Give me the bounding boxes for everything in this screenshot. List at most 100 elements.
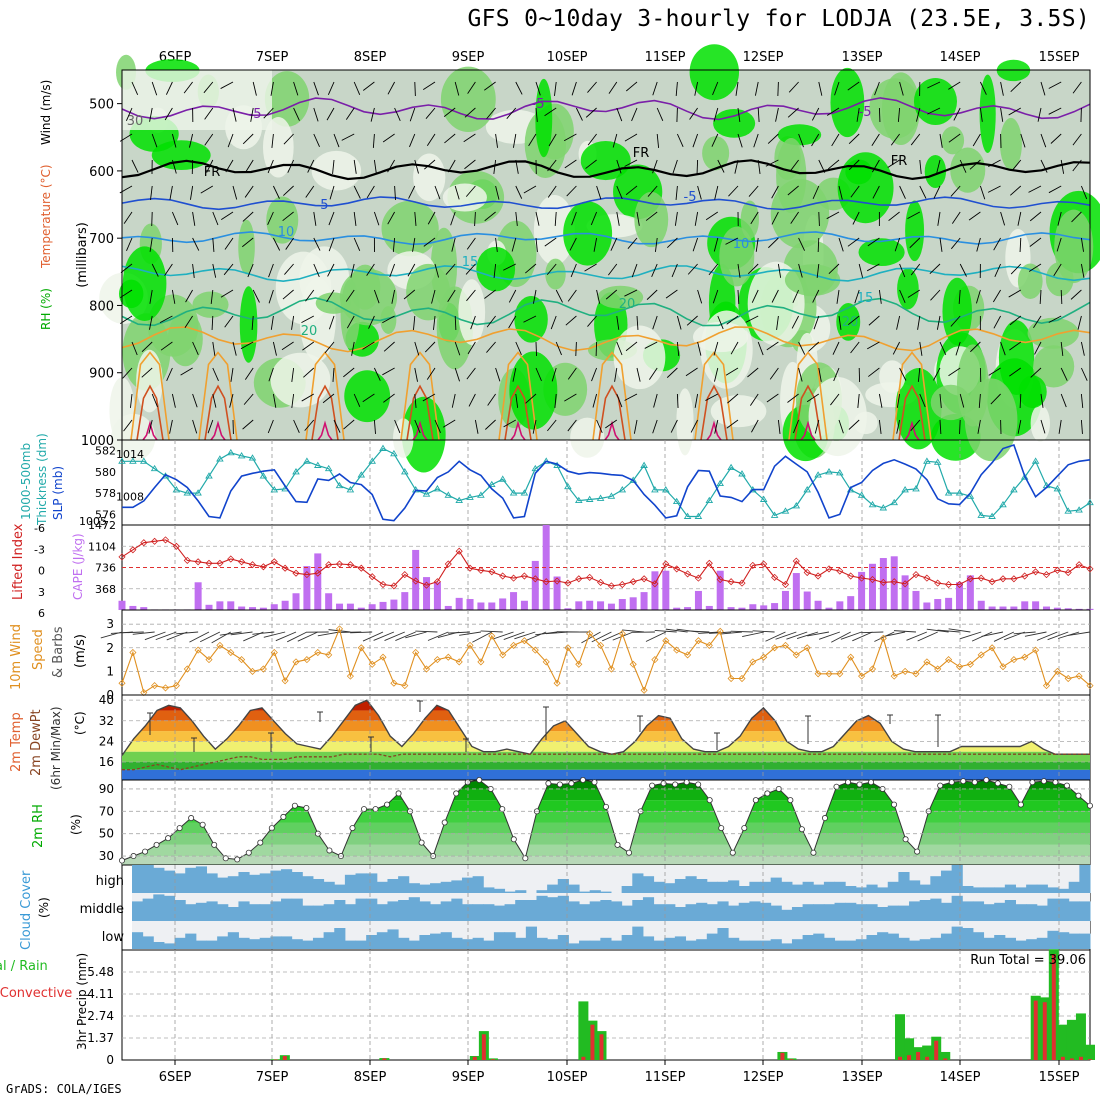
cloud-bar — [813, 933, 825, 949]
wind-barb — [1020, 133, 1026, 148]
wind-barb — [645, 631, 667, 642]
wind-barb — [284, 263, 294, 275]
cloud-bar — [696, 879, 708, 893]
wind-barb — [906, 631, 928, 641]
li-point — [705, 559, 713, 567]
wind-barb — [569, 237, 577, 251]
cape-bar — [694, 590, 702, 610]
wind-barb — [252, 631, 275, 635]
wind-barb — [893, 630, 917, 633]
wind-barb — [656, 107, 664, 122]
thickness-point — [836, 469, 844, 476]
wind-barb — [373, 289, 380, 304]
rh-shade — [913, 77, 957, 126]
cloud-bar — [940, 870, 953, 893]
cloud-bar — [430, 904, 442, 921]
cape-bar — [901, 575, 909, 610]
wind-barb — [282, 289, 294, 300]
wind-barb — [268, 289, 274, 304]
wind-barb — [622, 629, 645, 633]
wind-barb — [607, 263, 618, 276]
wind-barb — [373, 159, 377, 174]
thickness-point — [205, 472, 213, 479]
rh-shade — [535, 78, 553, 158]
wind-barb — [431, 289, 436, 304]
wind-barb — [353, 159, 357, 174]
cloud-bar — [270, 870, 282, 893]
credit-text: GrADS: COLA/IGES — [6, 1082, 122, 1096]
wind-barb — [495, 133, 498, 148]
wind-barb — [616, 211, 620, 226]
wind-barb — [959, 263, 967, 277]
wind-barb — [283, 185, 294, 196]
wind-barb — [548, 133, 557, 147]
thickness-point — [705, 496, 714, 504]
thickness-point — [509, 489, 518, 496]
wind-barb — [232, 341, 237, 356]
wind-barb — [798, 367, 803, 382]
wind-barb — [654, 629, 677, 633]
wind-barb — [1036, 631, 1058, 641]
wind-barb — [987, 185, 1001, 193]
wind-barb — [373, 631, 395, 641]
wind-barb — [883, 631, 906, 637]
wind-barb — [382, 367, 395, 376]
wind-barb — [493, 159, 497, 174]
rh-bands — [122, 780, 1090, 865]
wind-barb — [370, 107, 375, 122]
wind-barb — [169, 185, 173, 200]
wind-barb — [992, 289, 1001, 303]
wind-speed-point — [499, 651, 507, 659]
wind-barb — [1060, 289, 1063, 305]
wind-barb — [979, 81, 987, 95]
thickness-point — [194, 489, 202, 496]
wind-barb — [547, 419, 557, 432]
cloud-level-label: middle — [80, 902, 124, 917]
wind-barb — [1028, 185, 1042, 193]
li-point — [1086, 565, 1094, 573]
wind-barb — [466, 367, 476, 380]
wind-barb — [405, 631, 427, 639]
temp-band — [122, 731, 1090, 742]
wind-barb — [486, 315, 496, 328]
wind-barb — [466, 237, 476, 250]
li-point — [379, 580, 387, 589]
wind-barb — [636, 315, 639, 330]
wind-barb — [933, 367, 941, 381]
wind-barb — [144, 631, 166, 641]
wind-speed-point — [488, 632, 496, 640]
cloud-bar — [366, 873, 378, 893]
wind-barb — [164, 107, 173, 121]
wind-barb — [252, 81, 257, 96]
wind-barb — [850, 341, 860, 354]
thickness-tick-label: 578 — [95, 487, 116, 500]
thickness-point — [183, 489, 192, 496]
precip-convective-bar — [1051, 954, 1056, 1060]
wind-speed-point — [966, 660, 974, 668]
contour-label: FR — [633, 146, 650, 161]
precip-convective-bar — [472, 1056, 477, 1060]
cloud-bar — [163, 943, 176, 949]
thickness-point — [738, 470, 746, 477]
wind-barb — [571, 211, 577, 226]
rh-axis-label: RH (%) — [39, 288, 53, 330]
wind-barb — [1019, 237, 1022, 253]
precip-convective-bar — [925, 1056, 930, 1060]
wind-barb — [373, 367, 381, 381]
top-date-label: 9SEP — [452, 50, 485, 65]
wind-barb — [705, 393, 719, 401]
cloud-bar — [461, 904, 474, 921]
wind-barb — [812, 289, 820, 303]
wind-barb — [666, 237, 678, 249]
rh-shade — [808, 376, 867, 457]
wind-barb — [171, 393, 176, 408]
cloud-bar — [674, 936, 687, 949]
wind-barb — [959, 393, 965, 408]
top-date-label: 8SEP — [354, 50, 387, 65]
slp-line — [122, 443, 1091, 522]
cape-bar — [760, 605, 768, 610]
wind-barb — [624, 159, 638, 167]
wind-barb — [535, 237, 538, 252]
wind-barb — [141, 341, 153, 352]
li-point — [684, 570, 692, 578]
